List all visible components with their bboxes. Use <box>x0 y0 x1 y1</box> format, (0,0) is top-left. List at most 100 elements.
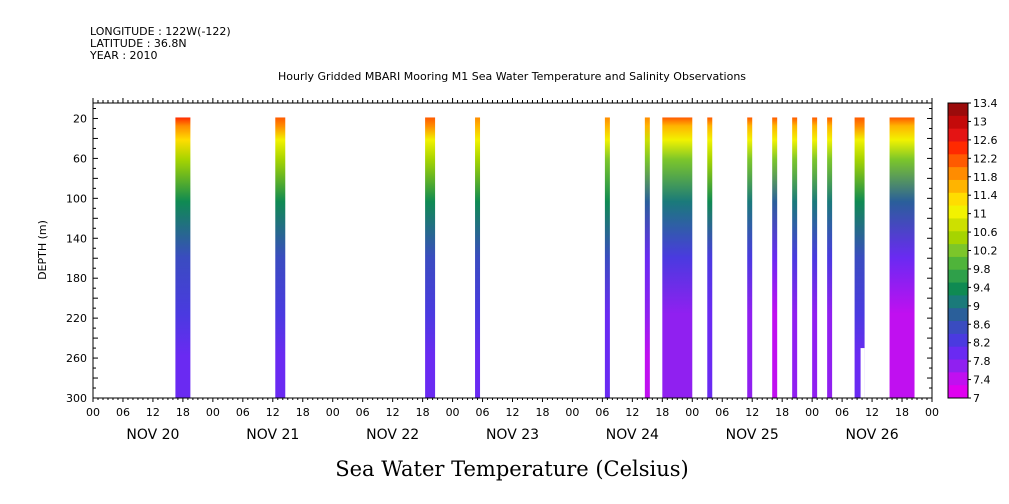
colorbar-label: 7 <box>973 392 980 405</box>
colorbar-swatch <box>948 256 968 271</box>
colorbar-label: 8.6 <box>973 318 991 331</box>
colorbar-swatch <box>948 372 968 386</box>
chart-title: Hourly Gridded MBARI Mooring M1 Sea Wate… <box>278 70 746 83</box>
x-hour-label: 00 <box>86 406 100 419</box>
colorbar-swatch <box>948 115 968 130</box>
x-hour-label: 18 <box>535 406 549 419</box>
y-tick-label: 20 <box>73 112 87 125</box>
x-hour-label: 00 <box>326 406 340 419</box>
colorbar-swatch <box>948 346 968 361</box>
x-hour-label: 18 <box>895 406 909 419</box>
x-hour-label: 18 <box>655 406 669 419</box>
colorbar-label: 9.8 <box>973 263 991 276</box>
latitude-label: LATITUDE : 36.8N <box>90 37 187 50</box>
y-tick-label: 60 <box>73 152 87 165</box>
x-day-label: NOV 21 <box>246 427 299 443</box>
x-hour-label: 12 <box>625 406 639 419</box>
colorbar-swatch <box>948 167 968 181</box>
data-gap <box>860 348 865 398</box>
data-column <box>604 117 610 399</box>
longitude-label: LONGITUDE : 122W(-122) <box>90 25 231 38</box>
y-tick-label: 140 <box>66 232 87 245</box>
colorbar-swatch <box>948 205 968 219</box>
data-column <box>747 117 753 399</box>
x-day-label: NOV 23 <box>486 427 539 443</box>
x-hour-label: 00 <box>805 406 819 419</box>
x-hour-label: 18 <box>176 406 190 419</box>
data-column <box>772 117 778 399</box>
x-hour-label: 12 <box>506 406 520 419</box>
y-tick-label: 100 <box>66 192 87 205</box>
bottom-label: Sea Water Temperature (Celsius) <box>335 457 689 481</box>
data-column <box>175 117 191 399</box>
x-hour-label: 06 <box>476 406 490 419</box>
colorbar-swatch <box>948 359 968 373</box>
colorbar-swatch <box>948 269 968 284</box>
x-hour-label: 12 <box>386 406 400 419</box>
x-hour-label: 18 <box>775 406 789 419</box>
colorbar-swatch <box>948 141 968 155</box>
data-column <box>827 117 833 399</box>
year-label: YEAR : 2010 <box>89 49 158 62</box>
colorbar-swatch <box>948 154 968 168</box>
x-hour-label: 06 <box>715 406 729 419</box>
data-column <box>854 117 865 399</box>
x-hour-label: 00 <box>685 406 699 419</box>
colorbar: 13.4 13 12.6 12.2 11.8 11.4 11 10.6 10.2 9.8 9.4 9 8… <box>947 97 998 405</box>
colorbar-swatch <box>948 321 968 335</box>
colorbar-swatch <box>948 282 968 296</box>
colorbar-swatch <box>948 192 968 207</box>
x-day-label: NOV 20 <box>126 427 179 443</box>
colorbar-label: 11.4 <box>973 189 998 202</box>
x-hour-label: 00 <box>446 406 460 419</box>
y-tick-label: 220 <box>66 312 87 325</box>
x-day-label: NOV 26 <box>846 427 899 443</box>
y-axis-label: DEPTH (m) <box>36 220 49 280</box>
x-day-label: NOV 24 <box>606 427 659 443</box>
data-column <box>889 117 915 399</box>
x-hour-label: 06 <box>116 406 130 419</box>
y-tick-label: 260 <box>66 352 87 365</box>
x-day-label: NOV 25 <box>726 427 779 443</box>
x-hour-label: 18 <box>296 406 310 419</box>
colorbar-swatch <box>948 231 968 245</box>
data-column <box>475 117 481 399</box>
colorbar-swatch <box>948 308 968 322</box>
colorbar-label: 13 <box>973 115 987 128</box>
colorbar-label: 13.4 <box>973 97 998 110</box>
colorbar-label: 12.6 <box>973 134 998 147</box>
x-hour-label: 06 <box>595 406 609 419</box>
x-hour-label: 06 <box>236 406 250 419</box>
data-column <box>275 117 286 399</box>
data-column <box>707 117 713 399</box>
x-hour-label: 06 <box>356 406 370 419</box>
colorbar-swatch <box>948 333 968 348</box>
colorbar-label: 11.8 <box>973 171 998 184</box>
y-tick-label: 180 <box>66 272 87 285</box>
x-day-label: NOV 22 <box>366 427 419 443</box>
colorbar-swatch <box>948 244 968 258</box>
x-hour-label: 12 <box>266 406 280 419</box>
colorbar-label: 7.4 <box>973 374 991 387</box>
x-hour-label: 18 <box>416 406 430 419</box>
colorbar-label: 11 <box>973 208 987 221</box>
colorbar-label: 9.4 <box>973 281 991 294</box>
data-column <box>792 117 798 399</box>
colorbar-label: 10.2 <box>973 245 998 258</box>
colorbar-swatch <box>948 179 968 194</box>
colorbar-label: 12.2 <box>973 152 998 165</box>
x-hour-label: 00 <box>565 406 579 419</box>
colorbar-label: 8.2 <box>973 337 991 350</box>
data-column <box>812 117 818 399</box>
x-hour-label: 12 <box>745 406 759 419</box>
colorbar-swatch <box>948 218 968 232</box>
colorbar-swatch <box>948 128 968 142</box>
x-hour-label: 12 <box>865 406 879 419</box>
x-hour-label: 06 <box>835 406 849 419</box>
colorbar-label: 9 <box>973 300 980 313</box>
x-hour-label: 12 <box>146 406 160 419</box>
colorbar-label: 10.6 <box>973 226 998 239</box>
colorbar-swatch <box>948 103 968 117</box>
